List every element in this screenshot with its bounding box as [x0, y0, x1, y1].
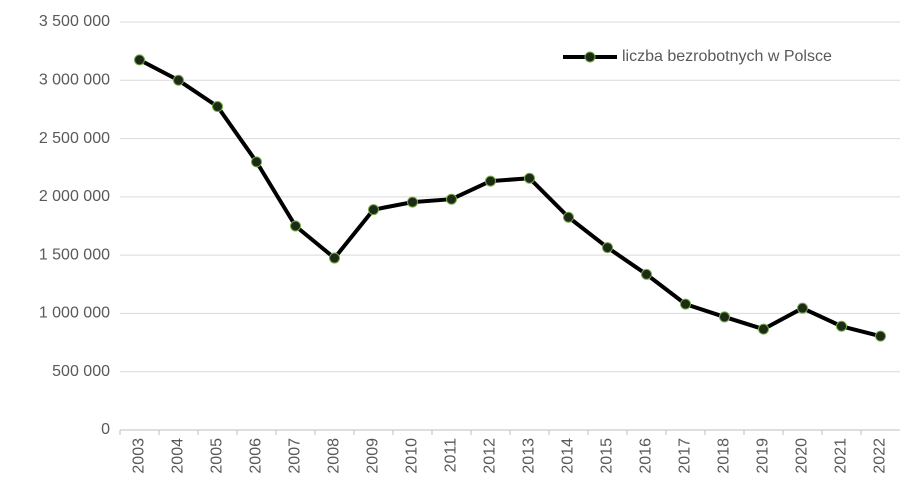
- x-tick-label: 2014: [560, 438, 577, 474]
- y-tick-label: 2 000 000: [39, 188, 110, 205]
- marker: [446, 193, 457, 205]
- y-tick-label: 3 500 000: [39, 13, 110, 30]
- x-tick-label: 2007: [287, 438, 304, 474]
- legend-marker: [584, 51, 596, 63]
- y-tick-label: 500 000: [52, 363, 110, 380]
- x-tick-label: 2010: [404, 438, 421, 474]
- x-tick-label: 2020: [794, 438, 811, 474]
- x-tick-label: 2005: [209, 438, 226, 474]
- x-tick-label: 2017: [677, 438, 694, 474]
- marker: [329, 252, 340, 264]
- x-tick-label: 2019: [755, 438, 772, 474]
- x-tick-label: 2021: [833, 438, 850, 474]
- marker: [719, 311, 730, 323]
- marker: [524, 172, 535, 184]
- x-tick-label: 2013: [521, 438, 538, 474]
- marker: [368, 204, 379, 216]
- marker: [251, 156, 262, 168]
- y-tick-label: 0: [101, 421, 110, 438]
- line: [138, 58, 881, 339]
- y-tick-label: 3 000 000: [39, 72, 110, 89]
- x-tick-label: 2016: [638, 438, 655, 474]
- x-tick-label: 2003: [131, 438, 148, 474]
- marker: [563, 211, 574, 223]
- marker: [875, 330, 886, 342]
- marker: [407, 196, 418, 208]
- x-tick-label: 2022: [872, 438, 889, 474]
- marker: [641, 268, 652, 280]
- x-tick-label: 2015: [599, 438, 616, 474]
- x-tick-label: 2012: [482, 438, 499, 474]
- y-tick-label: 2 500 000: [39, 130, 110, 147]
- marker: [758, 323, 769, 335]
- marker: [134, 54, 145, 66]
- x-tick-label: 2018: [716, 438, 733, 474]
- x-tick-label: 2011: [443, 438, 460, 473]
- legend-label: liczba bezrobotnych w Polsce: [622, 48, 832, 65]
- marker: [602, 242, 613, 254]
- x-tick-label: 2004: [170, 438, 187, 474]
- y-tick-label: 1 500 000: [39, 246, 110, 263]
- marker: [680, 298, 691, 310]
- marker: [212, 101, 223, 113]
- marker: [797, 302, 808, 314]
- marker: [485, 175, 496, 187]
- x-tick-label: 2006: [248, 438, 265, 474]
- x-tick-label: 2009: [365, 438, 382, 474]
- marker: [173, 74, 184, 86]
- y-tick-label: 1 000 000: [39, 305, 110, 322]
- x-tick-label: 2008: [326, 438, 343, 474]
- marker: [836, 320, 847, 332]
- marker: [290, 220, 301, 232]
